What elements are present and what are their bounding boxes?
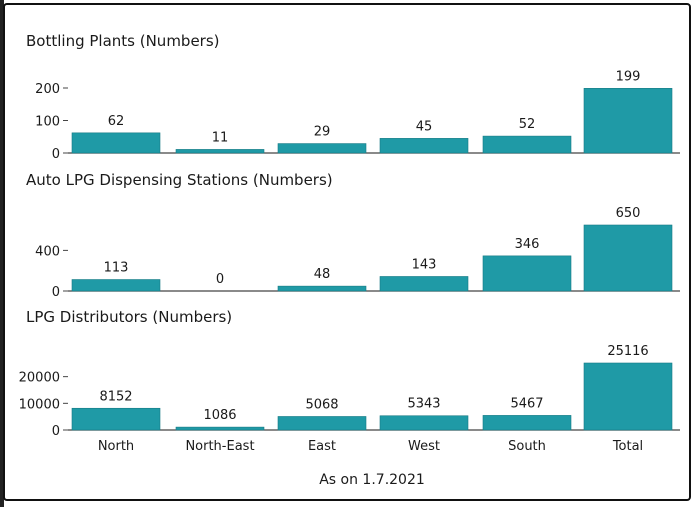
panel-2-title: Auto LPG Dispensing Stations (Numbers) <box>26 171 333 189</box>
panel-1-data-label-0: 62 <box>108 114 125 129</box>
panel-1-data-label-2: 29 <box>314 125 331 140</box>
panel-3-bar-5 <box>583 362 673 431</box>
panel-3-data-label-2: 5068 <box>305 397 338 412</box>
panel-3-data-label-0: 8152 <box>99 389 132 404</box>
panel-1-data-label-1: 11 <box>212 130 229 145</box>
panel-1-bar-5 <box>583 88 673 154</box>
panel-1-bar-1 <box>175 149 265 154</box>
panel-3-ytick-label-0: 0 <box>52 424 60 439</box>
panel-1-ytick-label-2: 200 <box>35 82 60 97</box>
panel-3-data-label-4: 5467 <box>510 396 543 411</box>
panel-2-data-label-4: 346 <box>515 237 540 252</box>
panel-3-data-label-3: 5343 <box>407 397 440 412</box>
panel-2-ytick-label-1: 400 <box>35 244 60 259</box>
panel-1-ytick-label-0: 0 <box>52 147 60 162</box>
panel-2-ytick-label-0: 0 <box>52 285 60 300</box>
panel-2-data-label-5: 650 <box>616 206 641 221</box>
panel-2-bar-5 <box>583 224 673 292</box>
x-category-label-0: North <box>98 439 134 454</box>
panel-1-data-label-4: 52 <box>519 117 536 132</box>
panel-2-bar-3 <box>379 276 469 292</box>
footer-note: As on 1.7.2021 <box>319 472 425 488</box>
panel-2-data-label-0: 113 <box>104 261 129 276</box>
panel-3-title: LPG Distributors (Numbers) <box>26 308 232 326</box>
x-category-label-5: Total <box>612 439 643 454</box>
panel-2-data-label-3: 143 <box>412 257 437 272</box>
panel-3-ytick-label-2: 20000 <box>19 371 60 386</box>
panel-2-bar-4 <box>482 255 572 292</box>
x-category-label-1: North-East <box>185 439 254 454</box>
panel-2-bar-2 <box>277 285 367 292</box>
panel-1-bar-4 <box>482 135 572 154</box>
panel-1-data-label-5: 199 <box>616 69 641 84</box>
x-category-label-3: West <box>408 439 440 454</box>
panel-2-data-label-1: 0 <box>216 272 224 287</box>
panel-3-bar-1 <box>175 426 265 431</box>
x-category-label-4: South <box>508 439 546 454</box>
panel-1-bar-2 <box>277 143 367 154</box>
panel-3-bar-3 <box>379 415 469 431</box>
panel-3-data-label-5: 25116 <box>607 344 648 359</box>
panel-1-bar-3 <box>379 138 469 154</box>
panel-1-ytick-label-1: 100 <box>35 115 60 130</box>
x-category-label-2: East <box>308 439 336 454</box>
panel-3-bar-4 <box>482 415 572 431</box>
panel-3-data-label-1: 1086 <box>203 408 236 423</box>
panel-1-bar-0 <box>71 132 161 154</box>
panel-2-bar-0 <box>71 279 161 292</box>
panel-2-data-label-2: 48 <box>314 267 331 282</box>
panel-3-bar-0 <box>71 407 161 431</box>
panel-3-ytick-label-1: 10000 <box>19 397 60 412</box>
panel-1-title: Bottling Plants (Numbers) <box>26 32 220 50</box>
left-edge-bar <box>0 0 4 507</box>
panel-1-data-label-3: 45 <box>416 119 433 134</box>
panel-3-bar-2 <box>277 416 367 431</box>
